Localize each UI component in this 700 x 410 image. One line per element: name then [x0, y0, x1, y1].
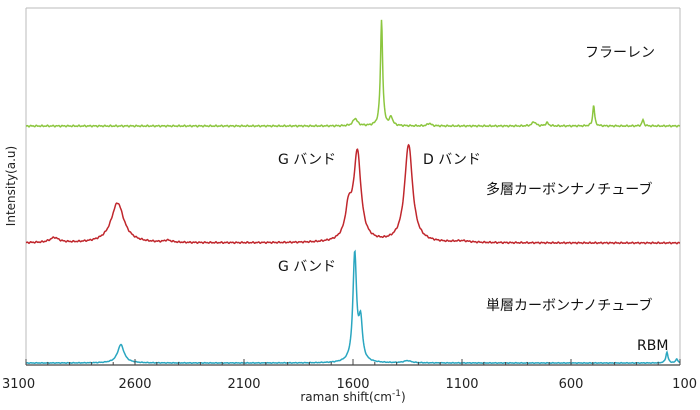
x-axis-label-main: raman shift(cm [300, 390, 392, 404]
annotation-g-band-swcnt: G バンド [278, 259, 336, 275]
x-axis-label: raman shift(cm-1) [300, 389, 405, 404]
x-tick-label-100: 100 [672, 377, 697, 392]
y-axis-label: Intensity(a.u) [4, 146, 18, 226]
annotation-mwcnt: 多層カーボンナノチューブ [486, 181, 652, 198]
annotation-d-band: D バンド [423, 152, 481, 168]
annotation-g-band-mwcnt: G バンド [278, 152, 336, 168]
x-tick-label-2100: 2100 [227, 377, 260, 392]
x-tick-label-1100: 1100 [445, 377, 478, 392]
x-axis-label-unit-exponent: -1 [392, 389, 401, 399]
x-tick-label-2600: 2600 [118, 377, 151, 392]
annotation-rbm: RBM [637, 338, 668, 354]
series-line-mwcnt [25, 143, 681, 245]
x-tick-label-3100: 3100 [2, 377, 35, 392]
annotation-fullerene: フラーレン [585, 45, 655, 61]
x-axis-ticks [25, 359, 681, 365]
x-tick-label-600: 600 [559, 377, 584, 392]
x-axis-tick-labels: 3100 2600 2100 1600 1100 600 100 [2, 377, 697, 392]
x-tick-label-1600: 1600 [336, 377, 369, 392]
annotation-swcnt: 単層カーボンナノチューブ [486, 297, 652, 314]
series-line-fullerene [25, 19, 681, 128]
x-axis-label-close: ) [401, 390, 406, 404]
plot-frame [25, 7, 681, 365]
